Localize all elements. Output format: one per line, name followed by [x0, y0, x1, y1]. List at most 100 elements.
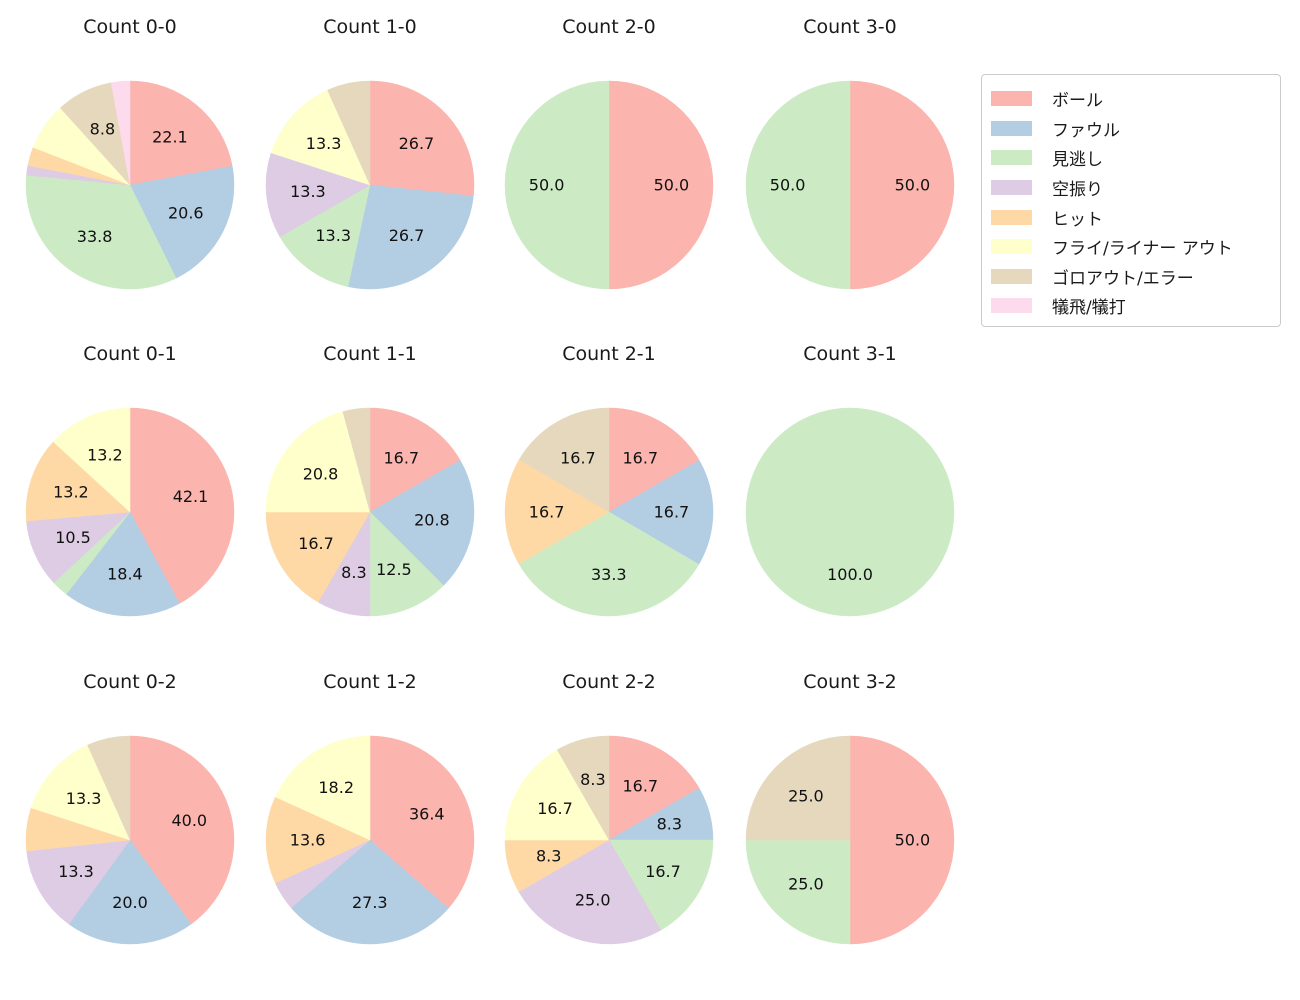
pie-slice [30, 744, 131, 841]
chart-title: Count 3-1 [803, 343, 897, 365]
pie-slice [279, 184, 371, 287]
pie-slice [342, 407, 371, 513]
pie-slice-label: 42.1 [173, 487, 209, 506]
pie-slice [275, 735, 371, 841]
pie-slice-label: 40.0 [171, 811, 207, 830]
pie-slice [608, 407, 700, 513]
legend-swatch-icon [991, 239, 1032, 255]
legend-swatch-icon [991, 298, 1032, 314]
pie-slice [504, 749, 610, 841]
pie-slice-label: 33.8 [77, 227, 113, 246]
pie: 50.0 25.0 25.0 [745, 735, 955, 945]
pie-slice-label: 8.3 [657, 814, 682, 833]
pie-slice [369, 407, 461, 513]
pie-slice-label: 8.3 [341, 563, 366, 582]
legend-label: 空振り [1052, 180, 1103, 201]
pie-slice [608, 459, 714, 565]
pie-slice-label: 50.0 [529, 176, 565, 195]
pie-slice [745, 407, 955, 617]
pie-slice [270, 89, 371, 186]
chart-title: Count 3-0 [803, 16, 897, 38]
pie-slice-label: 8.8 [90, 120, 115, 139]
pie-slice-label: 25.0 [788, 875, 824, 894]
legend-label: 犠飛/犠打 [1052, 298, 1126, 319]
pie-slice-label: 13.6 [290, 831, 326, 850]
pie: 100.0 [745, 407, 955, 617]
pie: 40.0 20.0 13.3 13.3 [25, 735, 235, 945]
pie-chart-cell: Count 1-2 36.4 27.3 13.6 18.2 [250, 670, 490, 1000]
legend-item: フライ/ライナー アウト [991, 232, 1280, 262]
pie-slice-label: 25.0 [788, 786, 824, 805]
pie-chart-cell: Count 2-0 50.0 50.0 [489, 15, 729, 345]
pie-chart-cell: Count 2-1 16.7 16.7 33.3 16.7 16.7 [489, 342, 729, 672]
pie-chart-cell: Count 3-0 50.0 50.0 [730, 15, 970, 345]
pie-slice-label: 16.7 [298, 534, 334, 553]
pie-slice [25, 441, 131, 522]
pie-chart-cell: Count 0-2 40.0 20.0 13.3 13.3 [10, 670, 250, 1000]
legend-swatch-icon [991, 268, 1032, 284]
pie-slice-label: 50.0 [654, 176, 690, 195]
pie-slice [265, 411, 371, 513]
legend-item: ファウル [991, 114, 1280, 144]
pie-slice-label: 16.7 [383, 449, 419, 468]
pie-slice-label: 33.3 [591, 565, 627, 584]
chart-title: Count 0-0 [83, 16, 177, 38]
pie-slice-label: 50.0 [895, 176, 931, 195]
pie-slice [608, 735, 700, 841]
pie-slice-label: 20.6 [168, 204, 204, 223]
chart-title: Count 1-2 [323, 671, 417, 693]
legend-label: ファウル [1052, 120, 1120, 141]
legend-swatch-icon [991, 150, 1032, 166]
pie-slice-label: 18.2 [318, 778, 354, 797]
pie-slice [265, 796, 371, 884]
pie-slice [369, 459, 475, 586]
pie-slice-label: 36.4 [409, 805, 445, 824]
legend-swatch-icon [991, 180, 1032, 196]
legend-label: ボール [1052, 91, 1103, 112]
pie: 16.7 20.8 12.5 8.3 16.7 20.8 [265, 407, 475, 617]
legend-item: 見逃し [991, 143, 1280, 173]
pie-slice [110, 80, 131, 186]
pie-slice-label: 16.7 [645, 862, 681, 881]
pie: 26.7 26.7 13.3 13.3 13.3 [265, 80, 475, 290]
pie-slice [369, 80, 475, 197]
pie-slice-label: 50.0 [770, 176, 806, 195]
pie-slice-label: 13.3 [290, 182, 326, 201]
pie-slice [129, 735, 235, 925]
legend-label: ヒット [1052, 209, 1103, 230]
pie-slice [608, 80, 714, 290]
pie-slice [504, 80, 610, 290]
pie-slice [52, 407, 131, 513]
pie: 22.1 20.6 33.8 8.8 [25, 80, 235, 290]
pie-slice-label: 12.5 [376, 560, 412, 579]
chart-title: Count 3-2 [803, 671, 897, 693]
pie-slice [518, 407, 610, 513]
pie-slice [68, 839, 192, 945]
pie-slice [327, 80, 371, 186]
pie-slice [518, 839, 662, 945]
legend-swatch-icon [991, 120, 1032, 136]
pie-chart-cell: Count 3-1 100.0 [730, 342, 970, 672]
pie-slice-label: 20.8 [303, 465, 339, 484]
pie-slice-label: 13.3 [306, 134, 342, 153]
legend-item: ボール [991, 84, 1280, 114]
pie-slice-label: 20.0 [112, 893, 148, 912]
pie-slice-label: 16.7 [622, 777, 658, 796]
pie-chart-cell: Count 3-2 50.0 25.0 25.0 [730, 670, 970, 1000]
pie-chart-cell: Count 2-2 16.7 8.3 16.7 25.0 8.3 16.7 8.3 [489, 670, 729, 1000]
pie-slice-label: 13.2 [87, 445, 123, 464]
pie-slice-label: 16.7 [560, 448, 596, 467]
pie-slice [556, 735, 610, 841]
pie-slice [369, 735, 475, 909]
pie-slice-label: 13.2 [53, 483, 89, 502]
pie-slice-label: 16.7 [537, 799, 573, 818]
pie-slice [87, 735, 131, 841]
pie-slice [849, 80, 955, 290]
pie-slice-label: 27.3 [352, 893, 388, 912]
pie-slice-label: 16.7 [529, 502, 565, 521]
pie-slice [849, 735, 955, 945]
pie: 36.4 27.3 13.6 18.2 [265, 735, 475, 945]
pie-slice [347, 184, 474, 290]
pie-slice [745, 735, 851, 841]
